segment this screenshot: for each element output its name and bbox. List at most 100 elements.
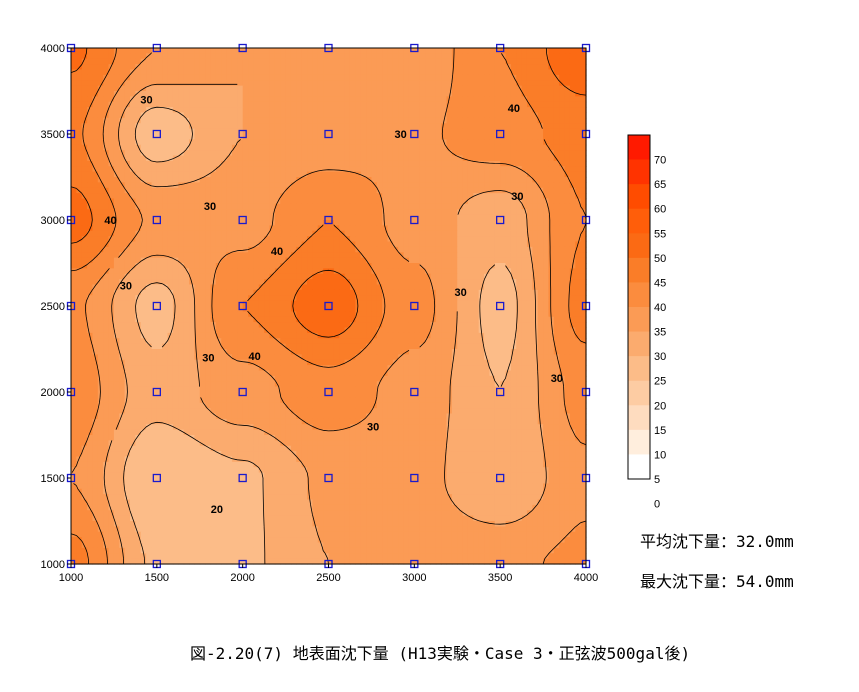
contour-cell: [339, 263, 346, 269]
contour-cell: [92, 171, 99, 178]
contour-cell: [296, 155, 303, 162]
contour-cell: [580, 96, 587, 103]
contour-cell: [130, 128, 136, 135]
contour-cell: [494, 107, 501, 114]
contour-cell: [71, 96, 77, 103]
contour-cell: [371, 187, 378, 194]
contour-cell: [215, 322, 222, 329]
contour-cell: [537, 177, 544, 183]
contour-cell: [419, 91, 426, 97]
contour-cell: [280, 171, 287, 178]
contour-cell: [564, 230, 571, 237]
contour-cell: [419, 268, 426, 275]
contour-cell: [221, 91, 228, 97]
contour-cell: [419, 295, 426, 302]
contour-cell: [183, 134, 190, 140]
contour-cell: [446, 193, 453, 200]
contour-cell: [510, 311, 517, 318]
contour-cell: [451, 123, 458, 130]
contour-cell: [183, 166, 190, 173]
contour-cell: [526, 64, 533, 71]
contour-cell: [264, 69, 271, 76]
contour-cell: [382, 80, 389, 87]
contour-cell: [349, 139, 356, 146]
contour-cell: [505, 252, 512, 259]
contour-cell: [419, 64, 426, 71]
contour-cell: [339, 220, 346, 226]
contour-cell: [210, 193, 217, 200]
contour-cell: [312, 241, 319, 248]
contour-cell: [543, 128, 550, 135]
contour-cell: [312, 289, 319, 296]
contour-cell: [280, 112, 287, 119]
contour-cell: [484, 214, 491, 221]
contour-cell: [478, 182, 485, 189]
contour-cell: [124, 187, 131, 194]
contour-cell: [425, 48, 432, 54]
contour-cell: [205, 252, 212, 259]
contour-cell: [312, 279, 319, 286]
contour-cell: [425, 198, 432, 205]
contour-cell: [199, 112, 206, 119]
contour-cell: [269, 182, 276, 189]
contour-cell: [494, 263, 501, 269]
contour-cell: [403, 300, 410, 307]
contour-cell: [231, 74, 238, 81]
contour-cell: [312, 187, 319, 194]
contour-cell: [430, 198, 437, 205]
contour-cell: [355, 134, 362, 140]
contour-cell: [344, 273, 351, 280]
contour-cell: [457, 123, 464, 130]
contour-cell: [355, 300, 362, 307]
contour-cell: [71, 289, 77, 296]
contour-cell: [226, 171, 233, 178]
contour-cell: [323, 64, 330, 71]
contour-cell: [355, 91, 362, 97]
contour-cell: [553, 91, 560, 97]
contour-cell: [189, 155, 195, 162]
contour-cell: [199, 295, 206, 302]
contour-cell: [339, 177, 346, 183]
contour-cell: [221, 230, 228, 237]
contour-cell: [290, 193, 297, 200]
contour-cell: [307, 166, 313, 173]
contour-cell: [135, 80, 142, 87]
contour-cell: [408, 166, 415, 173]
contour-cell: [296, 101, 303, 108]
contour-cell: [580, 316, 587, 323]
contour-cell: [248, 230, 254, 237]
contour-cell: [510, 150, 517, 157]
contour-cell: [457, 128, 464, 135]
contour-cell: [467, 58, 474, 65]
contour-cell: [231, 230, 238, 237]
contour-cell: [92, 69, 99, 76]
contour-cell: [382, 166, 389, 173]
contour-cell: [435, 134, 442, 140]
contour-cell: [189, 112, 195, 119]
contour-cell: [553, 289, 560, 296]
contour-cell: [457, 246, 464, 253]
contour-cell: [237, 284, 244, 291]
contour-cell: [81, 246, 88, 253]
contour-cell: [183, 187, 190, 194]
contour-cell: [226, 53, 233, 60]
contour-cell: [162, 182, 169, 189]
contour-cell: [441, 268, 448, 275]
contour-cell: [392, 139, 399, 146]
contour-cell: [183, 300, 190, 307]
contour-cell: [403, 193, 410, 200]
contour-cell: [156, 198, 163, 205]
contour-cell: [205, 182, 212, 189]
contour-cell: [81, 327, 88, 334]
contour-cell: [92, 306, 99, 312]
contour-cell: [457, 273, 464, 280]
contour-cell: [301, 53, 308, 60]
contour-cell: [285, 85, 292, 92]
contour-cell: [478, 193, 485, 200]
contour-cell: [237, 257, 244, 264]
contour-cell: [183, 295, 190, 302]
contour-cell: [312, 85, 319, 92]
contour-cell: [382, 203, 389, 210]
contour-cell: [484, 209, 491, 216]
contour-cell: [210, 230, 217, 237]
